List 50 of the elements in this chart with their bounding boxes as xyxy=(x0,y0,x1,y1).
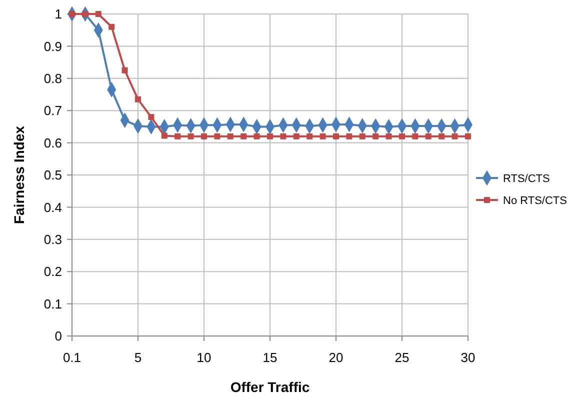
y-tick-label: 0.3 xyxy=(44,232,62,247)
point xyxy=(386,133,392,140)
point xyxy=(240,133,247,140)
x-tick-label: 15 xyxy=(262,350,278,365)
point xyxy=(254,133,260,140)
point xyxy=(320,133,326,140)
y-tick-label: 0 xyxy=(54,328,62,344)
point xyxy=(201,133,207,140)
y-tick-label: 1 xyxy=(54,6,62,22)
y-tick-label: 0.9 xyxy=(44,38,62,54)
point xyxy=(108,24,115,30)
point xyxy=(452,133,458,140)
point xyxy=(214,133,220,140)
point xyxy=(359,133,366,140)
point xyxy=(306,133,313,140)
y-tick-label: 0.5 xyxy=(44,168,62,183)
y-tick-label: 0.1 xyxy=(44,296,62,312)
point xyxy=(293,133,300,140)
point xyxy=(425,133,432,140)
point xyxy=(161,132,168,139)
x-tick-label: 25 xyxy=(394,350,410,365)
y-tick-label: 0.6 xyxy=(44,135,62,150)
legend-label: RTS/CTS xyxy=(503,172,550,185)
x-tick-label: 10 xyxy=(196,350,212,365)
point xyxy=(438,133,445,140)
point xyxy=(227,133,234,140)
point xyxy=(148,114,154,120)
point xyxy=(267,133,273,140)
point xyxy=(465,133,471,140)
point xyxy=(372,133,379,140)
y-tick-label: 0.4 xyxy=(44,200,62,215)
x-tick-label: 5 xyxy=(134,350,142,365)
point xyxy=(95,11,102,17)
x-axis-title: Offer Traffic xyxy=(230,379,310,395)
y-axis-title: Fairness Index xyxy=(11,126,27,224)
point xyxy=(333,133,339,140)
point xyxy=(399,133,405,140)
legend-label: No RTS/CTS xyxy=(503,194,567,207)
point xyxy=(412,133,418,140)
x-tick-label: 20 xyxy=(328,350,344,365)
y-tick-label: 0.2 xyxy=(44,264,62,280)
y-tick-label: 0.7 xyxy=(44,103,62,118)
point xyxy=(122,67,128,74)
point xyxy=(280,133,286,140)
point xyxy=(135,96,141,102)
point xyxy=(174,133,181,140)
y-tick-label: 0.8 xyxy=(44,70,62,86)
x-tick-label: 30 xyxy=(460,350,476,365)
point xyxy=(188,133,194,140)
point xyxy=(346,133,352,140)
